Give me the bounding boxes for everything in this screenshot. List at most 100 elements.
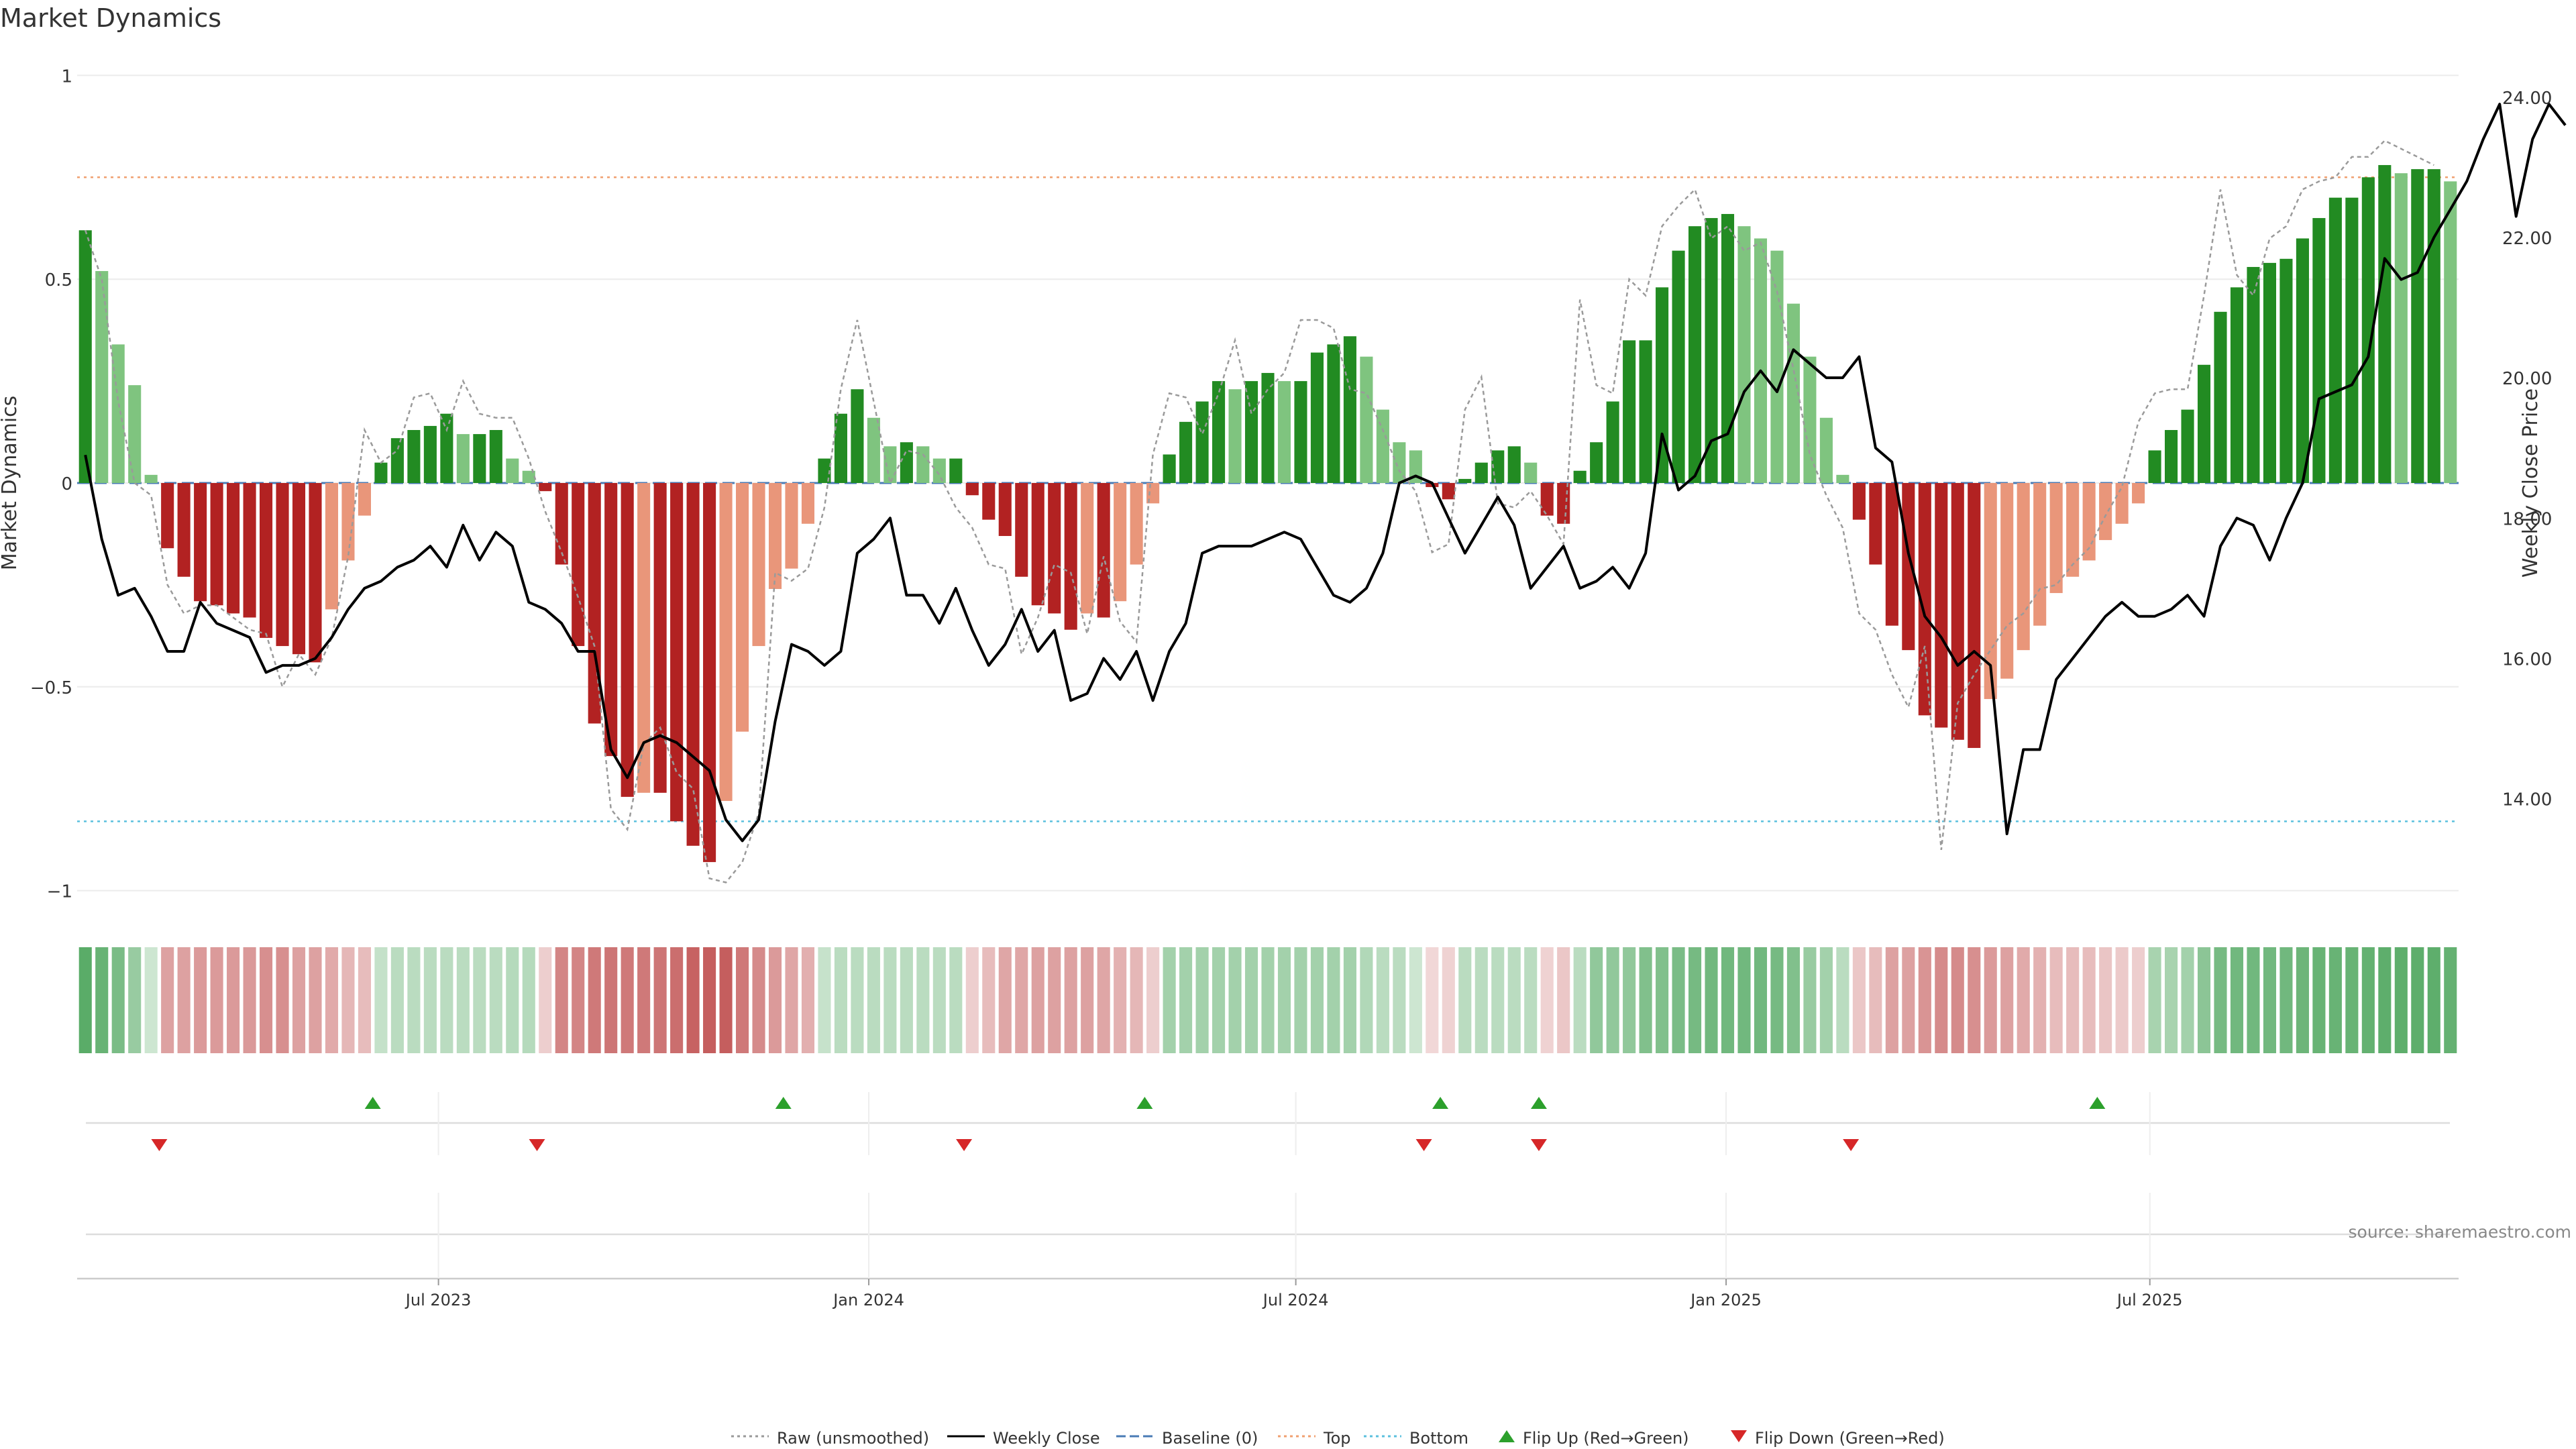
heat-cell — [1114, 947, 1127, 1053]
bar — [177, 483, 191, 577]
flip-up-marker — [1432, 1097, 1449, 1109]
heat-cell — [1902, 947, 1915, 1053]
bar — [1294, 381, 1307, 483]
bars-group — [78, 165, 2457, 863]
bar — [1376, 409, 1389, 483]
bar — [2165, 430, 2178, 483]
heat-cell — [1507, 947, 1521, 1053]
heat-cell — [1081, 947, 1094, 1053]
bar — [752, 483, 765, 647]
bar — [998, 483, 1012, 536]
heat-cell — [555, 947, 568, 1053]
heat-cell — [965, 947, 979, 1053]
heat-cell — [1786, 947, 1800, 1053]
bar — [210, 483, 223, 606]
heat-cell — [1244, 947, 1258, 1053]
bar — [1935, 483, 1948, 728]
right-tick-label: 20.00 — [2502, 369, 2552, 389]
bar — [801, 483, 815, 524]
heat-cell — [703, 947, 716, 1053]
bar — [161, 483, 174, 549]
heat-cell — [1968, 947, 1981, 1053]
heat-cell — [1442, 947, 1455, 1053]
heat-cell — [1048, 947, 1061, 1053]
bar — [1031, 483, 1044, 606]
bar — [1179, 421, 1193, 483]
heat-cell — [210, 947, 223, 1053]
axes-group: 1 0.5 0 −0.5 −1 24.00 22.00 20.00 18.00 16.00 14.0… — [30, 66, 2553, 902]
bar — [1474, 462, 1488, 483]
bar — [1639, 340, 1652, 483]
heat-cell — [670, 947, 684, 1053]
heat-cell — [2378, 947, 2392, 1053]
bar — [1557, 483, 1570, 524]
flip-down-marker — [956, 1139, 973, 1151]
heat-cell — [2148, 947, 2161, 1053]
heat-cell — [1885, 947, 1898, 1053]
bar — [965, 483, 979, 496]
heat-cell — [260, 947, 273, 1053]
heat-cell — [2394, 947, 2408, 1053]
heat-cell — [1491, 947, 1505, 1053]
heat-cell — [539, 947, 552, 1053]
bar — [95, 271, 109, 483]
flip-up-marker — [775, 1097, 792, 1109]
bar — [2049, 483, 2063, 594]
x-tick-label: Jul 2023 — [405, 1291, 472, 1309]
bar — [78, 230, 92, 483]
heat-cell — [637, 947, 651, 1053]
left-tick-label: −1 — [47, 882, 72, 902]
heat-strip — [78, 947, 2457, 1053]
bar — [2017, 483, 2030, 651]
heat-cell — [1573, 947, 1587, 1053]
heat-cell — [2345, 947, 2359, 1053]
heat-cell — [1458, 947, 1472, 1053]
bar — [736, 483, 749, 732]
bar — [2263, 262, 2276, 483]
legend-item: Top — [1278, 1429, 1351, 1448]
bar — [982, 483, 996, 520]
bar — [2411, 169, 2424, 483]
bar — [834, 413, 847, 483]
bar — [1163, 454, 1176, 483]
bar — [1277, 381, 1291, 483]
heat-cell — [1360, 947, 1373, 1053]
heat-cell — [1310, 947, 1324, 1053]
bar — [2296, 238, 2309, 483]
bar — [703, 483, 716, 863]
heat-cell — [2296, 947, 2309, 1053]
heat-cell — [1836, 947, 1849, 1053]
heat-cell — [2165, 947, 2178, 1053]
heat-cell — [1869, 947, 1882, 1053]
heat-cell — [292, 947, 306, 1053]
bar — [2427, 169, 2440, 483]
raw-line-group — [85, 140, 2434, 883]
heat-cell — [1409, 947, 1422, 1053]
bar — [456, 434, 470, 483]
bar — [1458, 478, 1472, 483]
heat-cell — [341, 947, 355, 1053]
heat-cell — [177, 947, 191, 1053]
bar — [949, 458, 963, 483]
bar — [1672, 250, 1685, 483]
bar — [1836, 474, 1849, 483]
heat-cell — [1819, 947, 1833, 1053]
bar — [227, 483, 240, 614]
heat-cell — [1212, 947, 1226, 1053]
bar — [1360, 356, 1373, 483]
legend: Raw (unsmoothed) Weekly Close Baseline (0)… — [731, 1429, 1945, 1448]
bar — [2148, 450, 2161, 483]
bar — [2444, 181, 2457, 483]
x-axis: Jul 2023 Jan 2024 Jul 2024 Jan 2025 Jul 2025 — [405, 1279, 2183, 1309]
heat-cell — [309, 947, 322, 1053]
bar — [1819, 417, 1833, 483]
bar — [1869, 483, 1882, 565]
bar — [900, 442, 913, 483]
heat-cell — [768, 947, 782, 1053]
flip-down-marker — [1415, 1139, 1432, 1151]
bar — [653, 483, 667, 793]
right-tick-label: 18.00 — [2502, 509, 2552, 529]
heat-cell — [227, 947, 240, 1053]
